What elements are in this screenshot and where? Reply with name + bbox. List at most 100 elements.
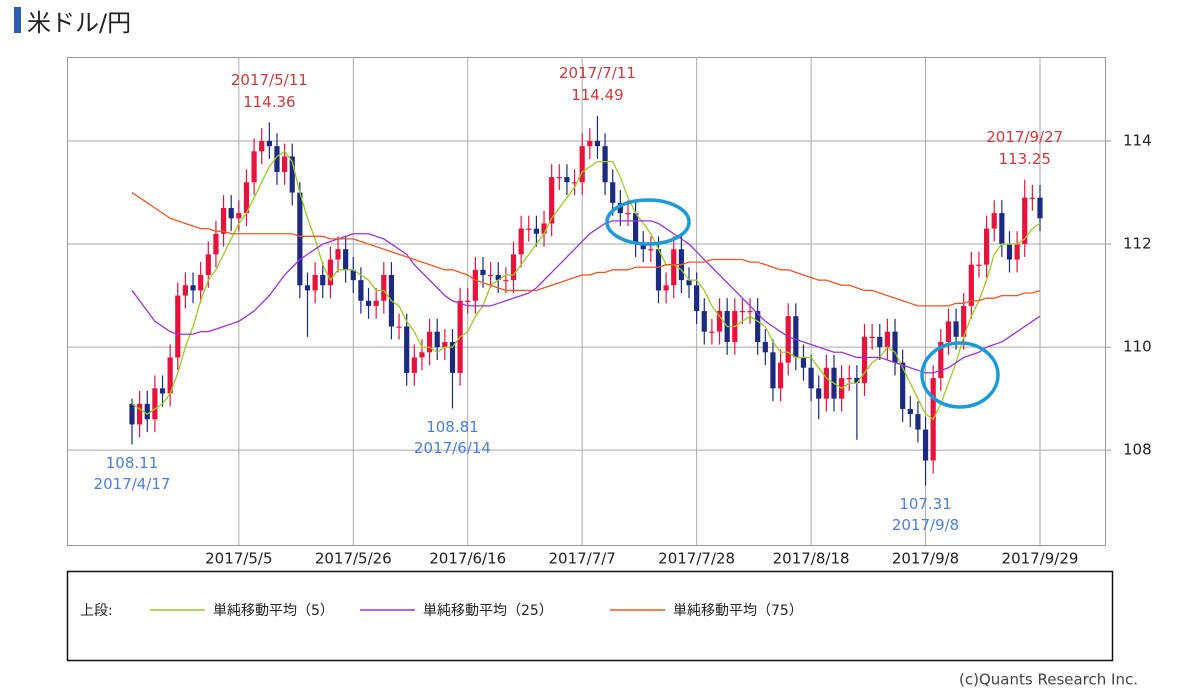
candle-body [976,264,982,266]
candle-body [297,192,303,286]
candle-body [480,269,486,275]
candle-body [335,249,341,260]
candle-body [434,331,440,348]
candle-body [465,300,471,302]
candle-body [1029,197,1035,199]
candle-body [869,336,875,339]
candle-body [449,341,456,373]
candle-body [823,367,829,399]
candle-body [381,274,387,301]
candle-body [236,213,242,219]
annotation-value: 114.49 [571,86,624,104]
x-tick-label: 2017/9/8 [892,550,959,568]
candle-body [861,336,868,384]
candle-body [488,274,494,277]
annotation-date: 2017/9/27 [986,128,1063,146]
candle-body [213,233,219,255]
header: 米ドル/円 [14,4,131,37]
candle-body [220,207,227,234]
x-tick-label: 2017/5/26 [315,550,392,568]
candle-body [892,331,898,363]
candle-body [991,213,997,229]
x-tick-label: 2017/9/29 [1002,550,1079,568]
candle-body [198,274,204,291]
candle-body [365,300,372,306]
candle-body [259,140,265,152]
candle-body [472,269,478,301]
candle-body [327,259,333,286]
candle-body [549,177,555,224]
x-tick-label: 2017/6/16 [429,550,506,568]
candle-body [800,357,807,368]
annotation-value: 108.81 [426,418,479,436]
candle-body [205,254,211,275]
candle-body [777,362,784,389]
annotation-value: 113.25 [998,150,1051,168]
candle-body [251,151,257,183]
candle-body [510,254,517,281]
y-tick-label: 114 [1123,131,1152,149]
candle-body [716,311,723,332]
candle-body [167,357,173,394]
candle-body [808,367,814,389]
candle-body [419,352,425,358]
annotation-date: 2017/6/14 [414,439,491,457]
x-tick-label: 2017/8/18 [773,550,850,568]
candle-body [289,156,295,193]
candle-body [640,244,646,250]
candle-body [762,341,768,353]
y-tick-label: 110 [1123,338,1152,356]
candle-body [632,213,639,245]
legend-entry: 単純移動平均（25） [423,603,553,619]
candle-body [655,249,662,291]
candle-body [564,177,570,183]
candle-body [983,228,990,265]
candle-body [350,269,356,281]
candle-body [877,336,883,348]
candle-body [144,403,150,420]
candle-body [945,321,952,342]
candle-body [793,316,799,358]
candle-body [152,388,158,420]
candle-body [343,249,349,270]
moving-average-line [131,191,1041,307]
candle-body [999,213,1005,245]
candle-body [755,311,761,342]
candle-body [579,146,585,183]
candle-body [266,140,272,147]
candle-body [274,146,280,172]
copyright: (c)Quants Research Inc. [959,671,1138,689]
candle-body [663,285,669,291]
candle-body [617,202,623,214]
moving-average-line [131,220,1041,374]
candle-body [938,341,944,379]
annotation-date: 2017/4/17 [94,475,171,493]
candle-body [503,280,509,282]
candle-body [312,274,318,291]
candle-body [175,295,181,358]
annotation-value: 114.36 [243,93,296,111]
x-tick-label: 2017/5/5 [205,550,272,568]
x-tick-label: 2017/7/28 [658,550,735,568]
candle-body [816,388,822,399]
candle-body [320,274,326,286]
candle-body [129,403,135,425]
candle-body [709,331,715,333]
candle-body [159,388,166,394]
legend-entry: 単純移動平均（75） [673,603,803,619]
candle-body [1037,197,1043,219]
candle-body [961,305,967,337]
legend-box [66,570,1114,662]
y-tick-label: 108 [1123,441,1152,459]
candle-body [541,223,547,234]
candle-body [602,146,608,183]
legend-entry: 単純移動平均（5） [213,603,334,619]
candle-body [625,213,631,215]
candle-body [373,300,379,306]
annotation-date: 2017/7/11 [559,64,636,82]
candle-body [411,357,417,373]
candle-body [556,177,562,179]
candle-body [587,140,593,147]
candle-body [442,341,448,348]
candle-body [884,331,890,348]
